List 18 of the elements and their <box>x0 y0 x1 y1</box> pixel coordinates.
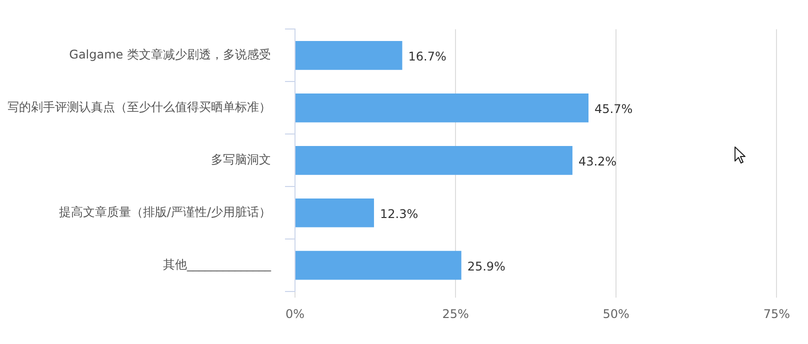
x-tick-label: 0% <box>285 306 305 321</box>
y-tick-label: 其他______________ <box>163 257 272 272</box>
data-label: 16.7% <box>408 50 446 64</box>
data-label: 12.3% <box>380 207 418 222</box>
bar <box>296 250 462 280</box>
x-tick-label: 50% <box>602 306 630 321</box>
bar <box>296 93 588 122</box>
y-tick-label: Galgame 类文章减少剧透，多说感受 <box>69 48 271 62</box>
y-tick-label: 提高文章质量（排版/严谨性/少用脏话） <box>58 205 271 220</box>
y-tick-label: 多写脑洞文 <box>211 152 271 167</box>
bar <box>296 146 572 175</box>
bar <box>296 41 402 70</box>
data-label: 43.2% <box>578 154 617 169</box>
x-tick-label: 25% <box>442 306 469 321</box>
data-label: 25.9% <box>467 259 506 274</box>
data-label: 45.7% <box>594 102 633 116</box>
x-tick-label: 75% <box>763 306 790 321</box>
bar <box>296 198 374 228</box>
